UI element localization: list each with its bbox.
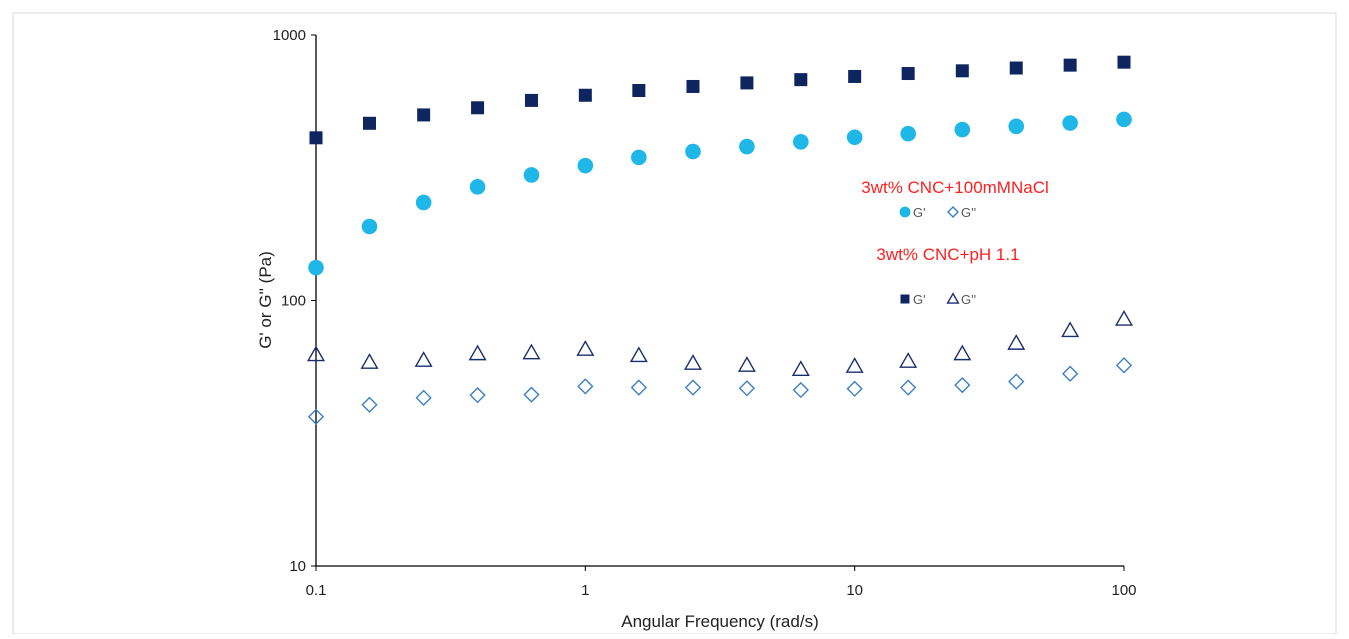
- data-point: [794, 73, 808, 87]
- data-point: [1063, 58, 1077, 72]
- legend-group-title: 3wt% CNC+100mMNaCl: [861, 178, 1049, 197]
- data-point: [954, 376, 971, 394]
- legend-marker: [900, 294, 910, 304]
- data-point: [1114, 310, 1134, 326]
- data-point: [415, 389, 432, 406]
- legend-entry-label: G'': [961, 292, 976, 307]
- data-point: [846, 129, 863, 146]
- data-point: [576, 340, 595, 356]
- data-point: [1115, 357, 1133, 374]
- series-3-triangle-points: [306, 310, 1134, 376]
- x-axis-title: Angular Frequency (rad/s): [621, 612, 818, 631]
- data-point: [577, 157, 594, 174]
- data-point: [1062, 115, 1078, 131]
- data-point: [684, 379, 702, 396]
- legend-entry-label: G': [913, 205, 926, 220]
- data-point: [1008, 373, 1025, 390]
- data-point: [363, 116, 377, 130]
- chart-border: [12, 12, 1337, 635]
- data-point: [848, 69, 862, 83]
- series-2-square-points: [309, 55, 1131, 145]
- data-point: [1116, 111, 1132, 128]
- data-point: [685, 143, 701, 160]
- data-point: [954, 121, 971, 138]
- data-point: [414, 351, 433, 367]
- y-axis-title: G' or G'' (Pa): [256, 251, 275, 349]
- series-0-circle-points: [308, 111, 1132, 276]
- data-point: [739, 138, 755, 155]
- data-point: [686, 79, 700, 93]
- data-point: [307, 408, 325, 425]
- data-point: [469, 387, 486, 404]
- data-point: [361, 396, 378, 413]
- data-point: [306, 345, 326, 362]
- data-point: [793, 134, 809, 150]
- legend-marker: [946, 292, 960, 304]
- data-point: [361, 218, 378, 235]
- data-point: [900, 125, 916, 142]
- data-point: [1117, 55, 1131, 69]
- data-point: [845, 357, 864, 373]
- data-point: [900, 379, 917, 396]
- data-point: [1007, 334, 1026, 350]
- data-point: [523, 167, 540, 183]
- x-tick-label: 1: [581, 582, 589, 599]
- data-point: [415, 194, 432, 211]
- data-point: [629, 346, 648, 363]
- data-point: [630, 379, 647, 396]
- x-tick-label: 100: [1111, 582, 1136, 599]
- data-point: [1009, 61, 1023, 75]
- x-tick-label: 10: [846, 582, 863, 599]
- data-point: [791, 360, 810, 376]
- legend-entry-label: G': [913, 292, 926, 307]
- data-point: [1062, 365, 1079, 382]
- data-point: [955, 64, 969, 78]
- y-tick-label: 100: [281, 293, 306, 310]
- data-point: [417, 108, 431, 122]
- data-point: [740, 76, 754, 90]
- series-1-diamond-points: [307, 357, 1133, 425]
- legend-marker: [899, 206, 911, 218]
- data-point: [309, 131, 323, 145]
- data-point: [901, 67, 915, 81]
- data-point: [792, 381, 809, 399]
- data-point: [737, 356, 756, 372]
- data-point: [471, 101, 485, 115]
- data-point: [1008, 118, 1025, 135]
- legend: 3wt% CNC+100mMNaCl G' G'' 3wt% CNC+pH 1.1 G'…: [861, 178, 1049, 307]
- data-point: [360, 353, 379, 369]
- legend-group-title: 3wt% CNC+pH 1.1: [876, 245, 1019, 264]
- data-point: [468, 344, 487, 361]
- data-marks: [306, 55, 1134, 425]
- axes: 0.1 1 10 100 10 100 1000: [273, 27, 1137, 599]
- data-point: [632, 83, 646, 97]
- data-point: [953, 344, 972, 361]
- legend-marker: [947, 206, 959, 218]
- data-point: [846, 380, 863, 397]
- data-point: [578, 88, 592, 102]
- y-tick-label: 1000: [273, 27, 306, 44]
- data-point: [522, 343, 541, 360]
- data-point: [1061, 321, 1080, 338]
- x-tick-label: 0.1: [306, 582, 327, 599]
- data-point: [524, 93, 538, 107]
- data-point: [469, 179, 486, 195]
- data-point: [577, 378, 594, 395]
- data-point: [683, 354, 702, 370]
- data-point: [308, 259, 324, 276]
- data-point: [738, 380, 756, 397]
- data-point: [899, 352, 918, 368]
- data-point: [631, 149, 647, 166]
- legend-entry-label: G'': [961, 205, 976, 220]
- data-point: [523, 386, 540, 403]
- y-tick-label: 10: [289, 558, 306, 575]
